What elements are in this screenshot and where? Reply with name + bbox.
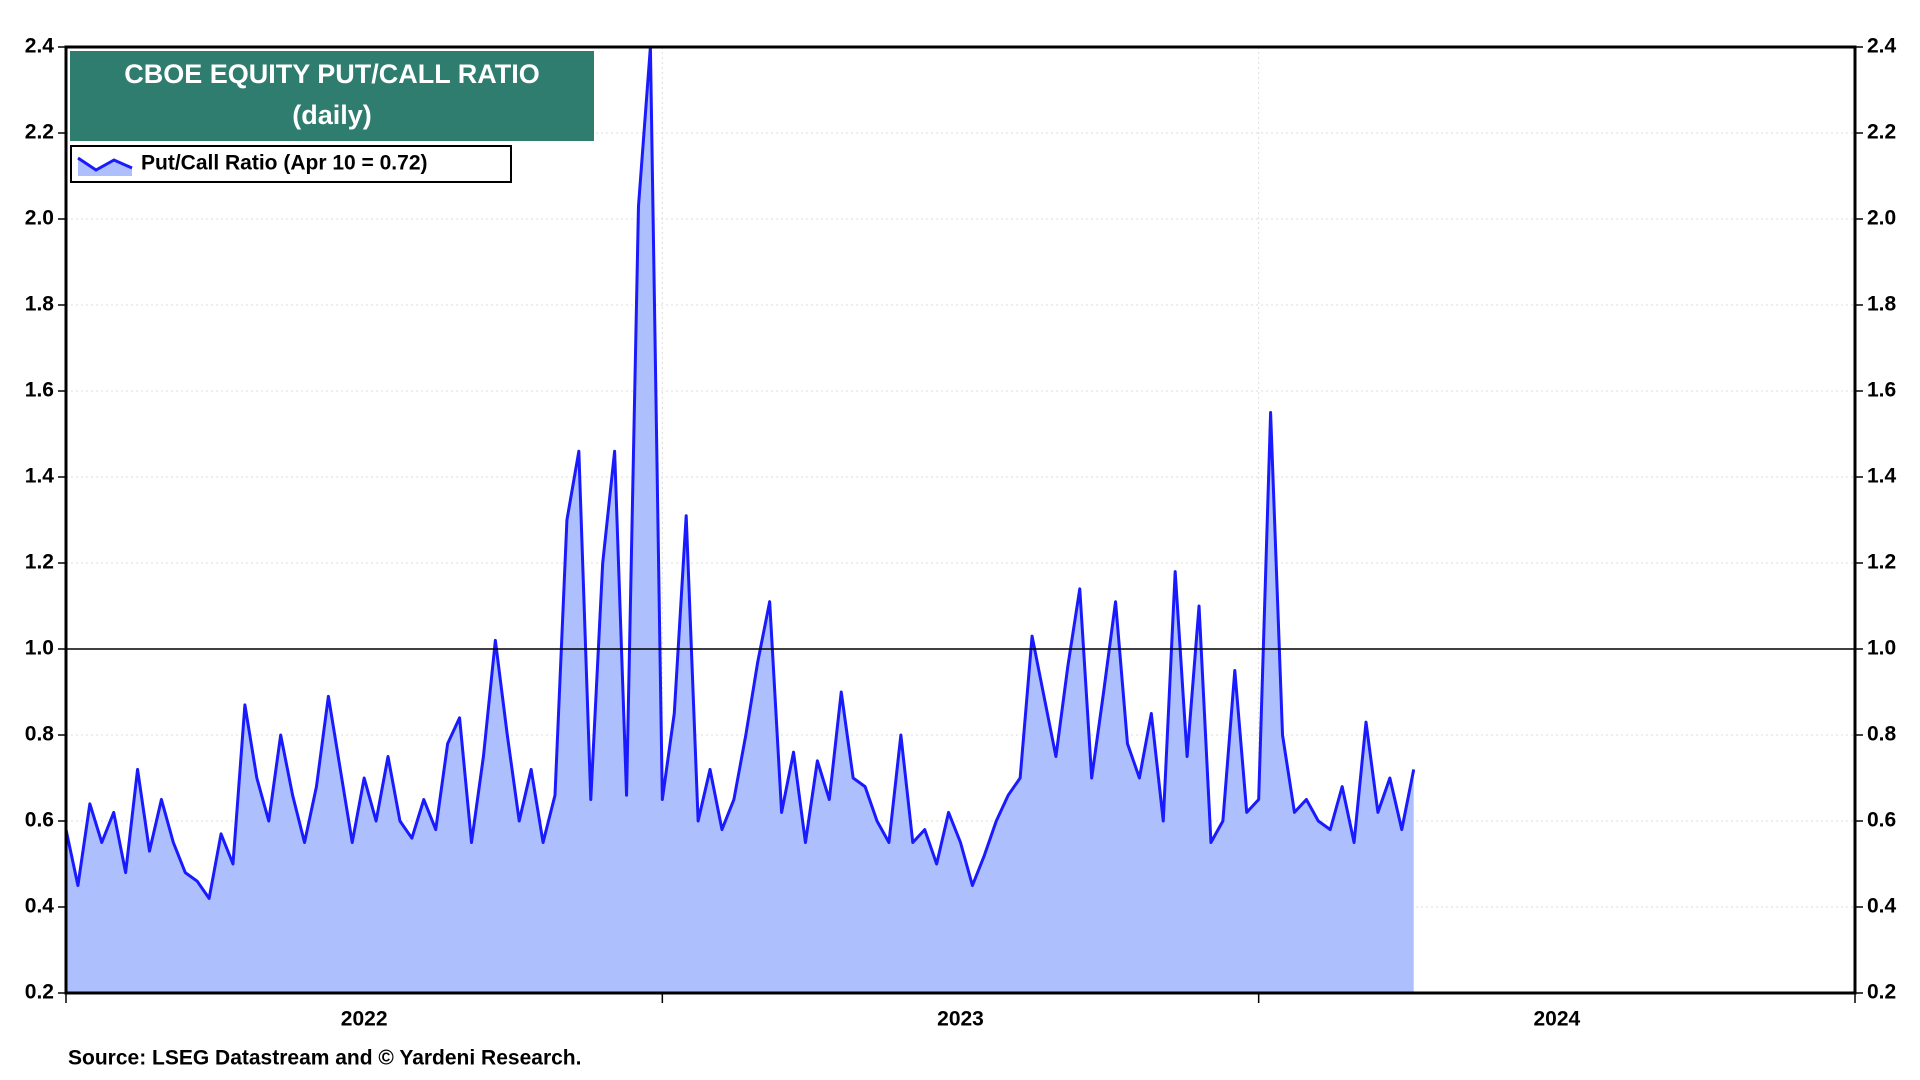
y2-tick-label: 0.2 [1867,981,1896,1004]
chart-title: CBOE EQUITY PUT/CALL RATIO [124,59,540,89]
y-tick-label: 0.2 [25,981,54,1004]
x-tick-label: 2024 [1533,1008,1580,1031]
y-tick-label: 1.8 [25,293,55,316]
y2-tick-label: 1.2 [1867,551,1896,574]
y2-tick-label: 0.4 [1867,895,1897,918]
x-tick-label: 2023 [937,1008,984,1031]
title-box [70,51,594,141]
y-tick-label: 1.2 [25,551,54,574]
series-line [66,47,1416,900]
y2-tick-label: 0.8 [1867,723,1897,746]
y-tick-label: 2.4 [25,35,55,58]
legend-line [77,156,133,172]
y2-tick-label: 2.2 [1867,121,1896,144]
legend-label: Put/Call Ratio (Apr 10 = 0.72) [141,152,428,175]
y2-tick-label: 2.0 [1867,207,1896,230]
y2-tick-label: 1.8 [1867,293,1897,316]
y2-tick-label: 1.6 [1867,379,1896,402]
y-tick-label: 2.2 [25,121,54,144]
y-tick-label: 1.4 [25,465,55,488]
x-tick-label: 2022 [341,1008,388,1031]
y-tick-label: 1.0 [25,637,54,660]
chart-subtitle: (daily) [292,100,372,130]
y-tick-label: 0.8 [25,723,55,746]
y-tick-label: 1.6 [25,379,54,402]
y-tick-label: 0.4 [25,895,55,918]
source-note: Source: LSEG Datastream and © Yardeni Re… [68,1047,581,1070]
y-tick-label: 0.6 [25,809,54,832]
plot-layer [58,45,1863,1003]
y-tick-label: 2.0 [25,207,54,230]
area-fill [66,47,1414,993]
plot-frame [64,45,1857,995]
y2-tick-label: 1.4 [1867,465,1897,488]
y2-tick-label: 2.4 [1867,35,1897,58]
y2-tick-label: 0.6 [1867,809,1896,832]
legend-box [70,145,512,183]
y2-tick-label: 1.0 [1867,637,1896,660]
